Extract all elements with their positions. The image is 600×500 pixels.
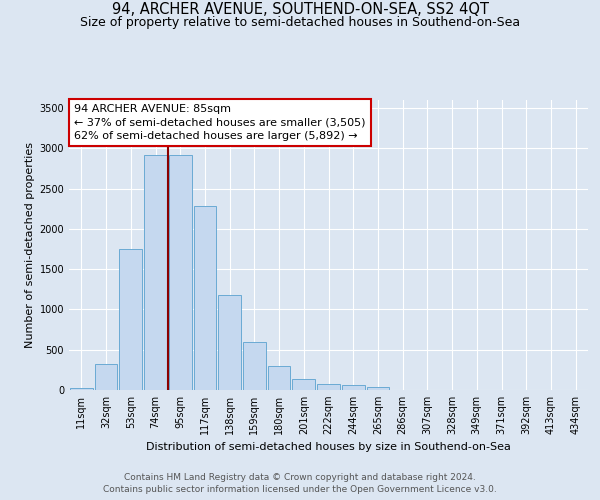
Text: Size of property relative to semi-detached houses in Southend-on-Sea: Size of property relative to semi-detach… xyxy=(80,16,520,29)
Text: 94 ARCHER AVENUE: 85sqm
← 37% of semi-detached houses are smaller (3,505)
62% of: 94 ARCHER AVENUE: 85sqm ← 37% of semi-de… xyxy=(74,104,365,141)
Bar xyxy=(169,155,191,390)
Bar xyxy=(317,384,340,390)
Bar xyxy=(292,379,315,390)
Bar xyxy=(218,294,241,390)
Bar xyxy=(367,387,389,390)
Text: 94, ARCHER AVENUE, SOUTHEND-ON-SEA, SS2 4QT: 94, ARCHER AVENUE, SOUTHEND-ON-SEA, SS2 … xyxy=(112,2,488,18)
Bar xyxy=(119,249,142,390)
Text: Distribution of semi-detached houses by size in Southend-on-Sea: Distribution of semi-detached houses by … xyxy=(146,442,511,452)
Bar xyxy=(70,388,93,390)
Text: Contains public sector information licensed under the Open Government Licence v3: Contains public sector information licen… xyxy=(103,485,497,494)
Y-axis label: Number of semi-detached properties: Number of semi-detached properties xyxy=(25,142,35,348)
Bar xyxy=(95,364,118,390)
Bar xyxy=(268,366,290,390)
Text: Contains HM Land Registry data © Crown copyright and database right 2024.: Contains HM Land Registry data © Crown c… xyxy=(124,472,476,482)
Bar xyxy=(243,342,266,390)
Bar xyxy=(342,385,365,390)
Bar xyxy=(194,206,216,390)
Bar xyxy=(144,155,167,390)
